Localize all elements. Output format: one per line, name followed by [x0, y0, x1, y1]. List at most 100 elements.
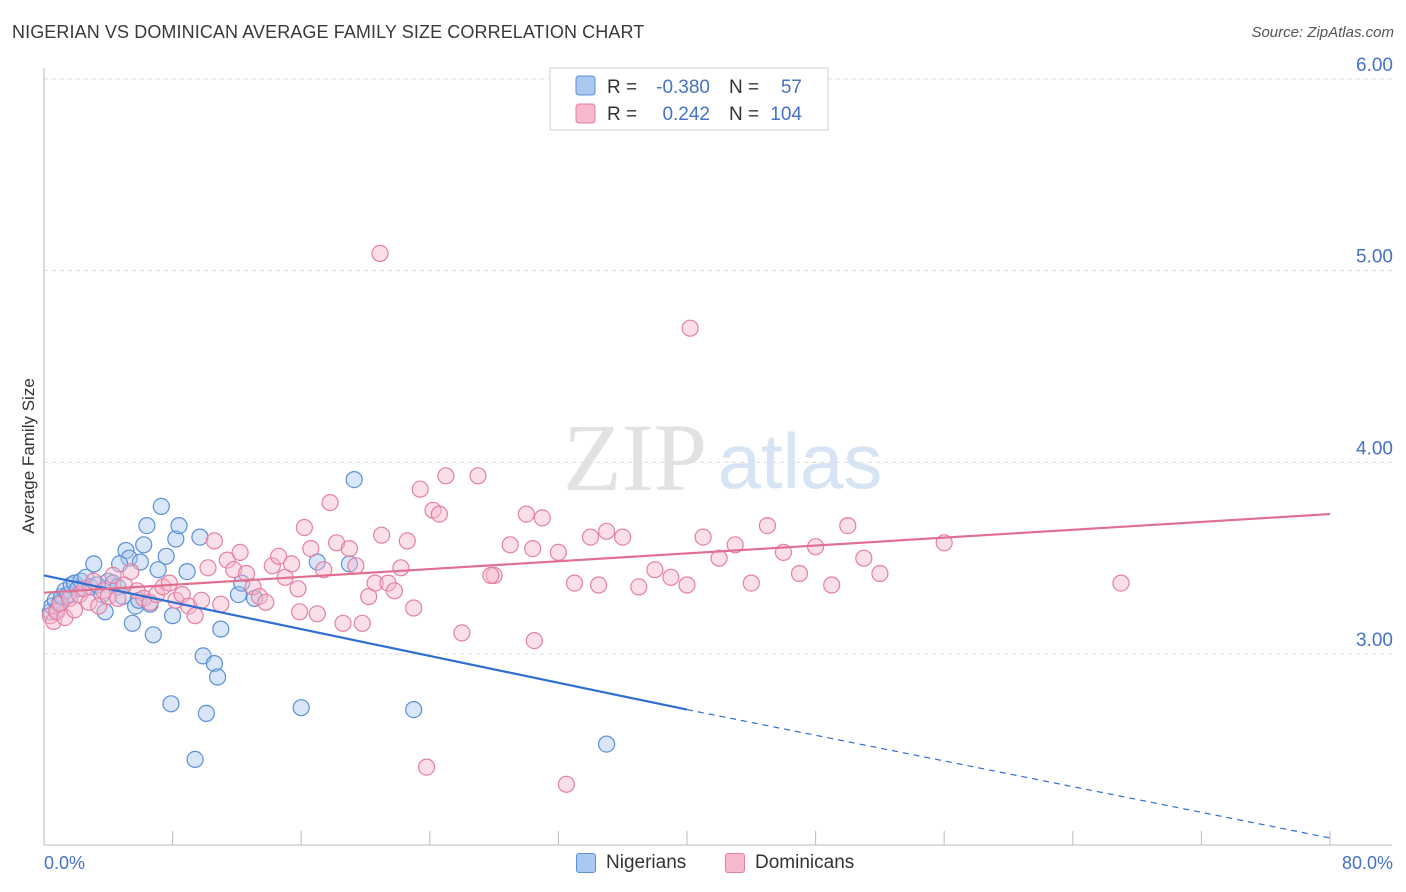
legend-label-nigerians: Nigerians [606, 852, 687, 873]
source-label: Source: ZipAtlas.com [1251, 24, 1394, 41]
watermark-atlas: atlas [718, 417, 883, 505]
dominican-point [218, 551, 236, 569]
legend-n-value: 104 [770, 104, 802, 125]
dominican-point [871, 564, 889, 583]
dominican-point [199, 559, 217, 577]
trend-layer [43, 512, 1331, 839]
dominicans-trend-line [43, 512, 1331, 594]
dominican-point [742, 574, 760, 592]
y-axis-label: Average Family Size [19, 378, 38, 534]
legend-n-value: 57 [781, 77, 802, 98]
dominican-point [302, 539, 320, 558]
nigerian-point [85, 555, 103, 573]
dominican-point [65, 601, 84, 619]
dominican-point [270, 547, 288, 565]
dominican-point [315, 561, 333, 579]
dominican-point [533, 509, 551, 527]
dominican-point [104, 566, 122, 585]
dominican-point [373, 526, 391, 544]
dominican-point [790, 564, 809, 583]
dominican-point [524, 539, 542, 558]
nigerian-point [167, 530, 185, 548]
dominican-point [710, 549, 728, 567]
nigerian-point [191, 528, 209, 546]
legend-r-label: R = [607, 77, 637, 98]
nigerian-point [340, 555, 358, 573]
dominican-point [160, 574, 178, 592]
y-axis-label-layer: Average Family Size [19, 378, 38, 534]
points-layer [41, 244, 1130, 793]
legend-swatch-nigerians [575, 75, 596, 96]
dominican-point [662, 568, 680, 586]
dominican-point [581, 528, 600, 546]
series-legend: Nigerians Dominicans [0, 850, 1406, 880]
dominican-point [678, 576, 696, 594]
dominican-point [340, 539, 358, 558]
nigerian-point [597, 735, 616, 753]
nigerian-point [120, 549, 138, 567]
dominican-point [186, 607, 204, 625]
dominican-point [353, 614, 371, 632]
nigerians-trend-extension [686, 708, 1331, 839]
legend-n-label: N = [729, 77, 759, 98]
dominican-point [392, 559, 410, 577]
dominican-point [525, 631, 543, 650]
nigerian-point [197, 704, 215, 723]
dominican-point [646, 561, 664, 579]
dominican-point [289, 580, 307, 598]
watermark: ZIP atlas [563, 404, 882, 511]
legend-swatch-dominicans [575, 103, 596, 124]
legend-r-label: R = [607, 104, 637, 125]
axes-layer: 3.00 4.00 5.00 6.00 0.0% 80.0% [43, 55, 1393, 873]
nigerians-trend-line [43, 574, 688, 711]
nigerian-point [212, 620, 230, 638]
nigerian-point [135, 536, 153, 554]
correlation-legend: R = -0.380 N = 57 R = 0.242 N = 104 [549, 67, 829, 131]
chart-title: NIGERIAN VS DOMINICAN AVERAGE FAMILY SIZ… [12, 22, 645, 42]
dominican-point [517, 505, 535, 523]
dominican-point [437, 467, 455, 485]
dominican-point [371, 244, 389, 262]
dominican-point [283, 555, 301, 573]
dominican-point [694, 528, 712, 546]
legend-item-dominicans[interactable]: Dominicans [725, 852, 854, 874]
dominican-point [398, 532, 416, 550]
legend-swatch-nigerians [576, 853, 596, 873]
dominican-point [839, 516, 857, 535]
watermark-zip: ZIP [563, 404, 707, 511]
dominican-point [469, 467, 487, 485]
dominican-point [334, 614, 352, 632]
nigerian-point [162, 695, 180, 713]
dominican-point [418, 758, 436, 776]
dominican-point [192, 591, 211, 609]
dominican-point [630, 578, 648, 596]
dominican-point [681, 319, 699, 337]
dominican-point [295, 518, 313, 537]
nigerian-point [186, 750, 204, 769]
dominican-point [726, 536, 744, 554]
x-tick-label: 0.0% [44, 853, 85, 873]
dominican-point [557, 775, 576, 793]
nigerian-point [170, 516, 188, 535]
dominican-point [257, 593, 275, 611]
dominican-point [565, 574, 584, 592]
dominican-point [321, 494, 339, 512]
nigerian-point [152, 497, 170, 515]
dominican-point [614, 528, 632, 546]
dominican-point [263, 557, 281, 575]
dominican-point [411, 480, 429, 498]
dominican-point [453, 624, 471, 642]
legend-item-nigerians[interactable]: Nigerians [576, 852, 686, 874]
nigerian-point [164, 607, 182, 625]
nigerian-point [149, 561, 167, 579]
nigerian-point [345, 471, 363, 489]
dominican-point [430, 505, 448, 523]
legend-frame [549, 67, 829, 131]
dominican-point [405, 599, 423, 617]
legend-swatch-dominicans [725, 853, 745, 873]
legend-r-value: -0.380 [656, 77, 710, 98]
nigerian-point [233, 574, 251, 592]
dominican-point [482, 566, 500, 585]
dominican-point [1112, 574, 1130, 592]
nigerian-point [405, 700, 423, 719]
